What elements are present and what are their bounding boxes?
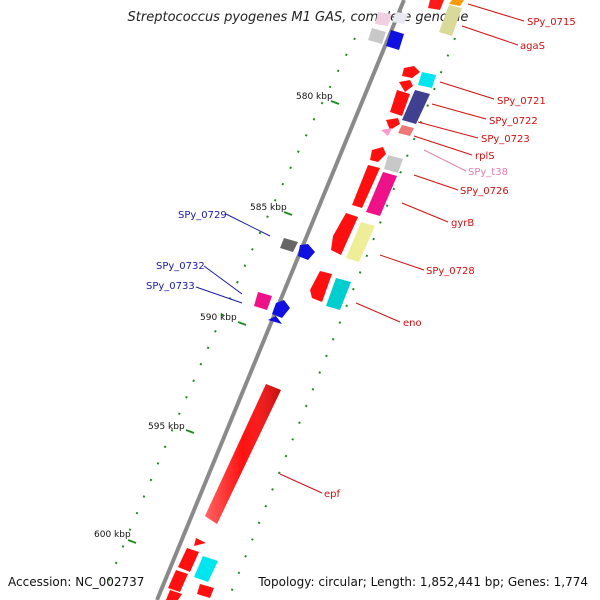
kbp-tick-label: 585 kbp	[250, 203, 287, 213]
gene-epf-shade	[205, 384, 281, 524]
gene-red-0721b[interactable]	[399, 80, 413, 92]
gene-spy0722[interactable]	[390, 90, 410, 116]
gene-gyrB-outer[interactable]	[366, 172, 397, 216]
gene-spy0729-blue[interactable]	[298, 244, 315, 260]
gene-grey-0726[interactable]	[384, 155, 403, 173]
connector	[413, 174, 459, 191]
gene-label-eno[interactable]: eno	[403, 318, 422, 329]
tick-tracks	[104, 37, 456, 596]
connector	[379, 254, 425, 271]
inner-tick-track	[104, 37, 356, 591]
label-connectors	[195, 3, 525, 494]
accession-text: Accession: NC_002737	[8, 575, 144, 589]
kbp-tick-mark	[330, 100, 340, 105]
gene-label-spy0732[interactable]: SPy_0732	[156, 261, 205, 272]
gene-bottom-cyan[interactable]	[194, 556, 218, 582]
connector	[401, 202, 449, 223]
connector	[439, 81, 495, 100]
gene-labels: SPy_0715 agaS SPy_0721 SPy_0722 SPy_0723…	[146, 17, 576, 500]
kbp-tick-label: 590 kbp	[200, 313, 237, 323]
gene-eno-red[interactable]	[310, 271, 332, 302]
gene-spy0715-orange[interactable]	[449, 0, 464, 6]
connector	[467, 3, 525, 22]
gene-spy0728-red[interactable]	[331, 213, 358, 255]
gene-agaS[interactable]	[439, 5, 462, 36]
gene-blue-top[interactable]	[386, 30, 404, 50]
connector	[225, 213, 271, 237]
gene-bottom-arrow-1[interactable]	[194, 538, 206, 546]
kbp-tick-585: 585 kbp	[250, 203, 293, 216]
gene-label-spy0721[interactable]: SPy_0721	[497, 96, 546, 107]
gene-label-spy-t38[interactable]: SPy_t38	[468, 167, 508, 178]
gene-gyrB-inner[interactable]	[352, 165, 380, 208]
gene-label-spy0723[interactable]: SPy_0723	[481, 134, 530, 145]
kbp-tick-label: 600 kbp	[94, 530, 131, 540]
gene-spy-t38[interactable]	[381, 128, 392, 136]
kbp-tick-580: 580 kbp	[296, 92, 340, 105]
gene-label-agaS[interactable]: agaS	[520, 41, 545, 52]
gene-label-spy0729[interactable]: SPy_0729	[178, 210, 227, 221]
connector	[279, 473, 323, 494]
map-title: Streptococcus pyogenes M1 GAS, complete …	[128, 10, 469, 25]
gene-label-spy0722[interactable]: SPy_0722	[489, 116, 538, 127]
gene-bottom-red-1[interactable]	[178, 548, 199, 572]
gene-rplS[interactable]	[398, 125, 414, 136]
gene-label-rplS[interactable]: rplS	[475, 151, 495, 162]
gene-spy0722-blue[interactable]	[402, 90, 430, 124]
gene-cyan-0721[interactable]	[418, 72, 436, 88]
kbp-tick-mark	[127, 539, 137, 544]
topology-text: Topology: circular; Length: 1,852,441 bp…	[257, 575, 588, 589]
gene-light-top[interactable]	[392, 12, 408, 24]
gene-label-spy0726[interactable]: SPy_0726	[460, 186, 509, 197]
kbp-tick-label: 580 kbp	[296, 92, 333, 102]
gene-spy0732-blue[interactable]	[272, 300, 290, 318]
connector	[423, 149, 467, 172]
gene-label-spy0728[interactable]: SPy_0728	[426, 266, 475, 277]
gene-pink-top[interactable]	[375, 12, 392, 26]
gene-label-spy0733[interactable]: SPy_0733	[146, 281, 195, 292]
gene-eno-cyan[interactable]	[326, 278, 351, 310]
gene-spy0728-yellow[interactable]	[346, 222, 375, 262]
gene-label-epf[interactable]: epf	[324, 489, 341, 500]
gene-spy0733-blue[interactable]	[268, 316, 282, 324]
kbp-tick-label: 595 kbp	[148, 422, 185, 432]
kbp-tick-mark	[237, 321, 247, 326]
connector	[431, 103, 487, 120]
kbp-tick-590: 590 kbp	[200, 313, 247, 326]
connector	[417, 121, 479, 139]
gene-bottom-red-4[interactable]	[197, 584, 214, 598]
outer-tick-track	[229, 37, 456, 596]
kbp-tick-595: 595 kbp	[148, 422, 195, 434]
gene-label-gyrB[interactable]: gyrB	[451, 218, 474, 229]
gene-spy0732-pink[interactable]	[254, 292, 272, 310]
kbp-tick-600: 600 kbp	[94, 530, 137, 544]
gene-features	[166, 0, 464, 600]
gene-spy0726-arrow[interactable]	[370, 147, 386, 162]
connector	[355, 302, 401, 323]
connector	[203, 265, 243, 295]
gene-bottom-red-3[interactable]	[166, 590, 182, 600]
kbp-tick-mark	[283, 211, 293, 216]
connector	[195, 286, 243, 304]
gene-spy0723[interactable]	[386, 118, 400, 130]
gene-grey-top[interactable]	[368, 28, 386, 44]
connector	[413, 135, 473, 156]
gene-spy0715[interactable]	[428, 0, 444, 10]
gene-spy0729-grey[interactable]	[280, 238, 298, 252]
gene-spy0721-arrow[interactable]	[402, 66, 420, 78]
kbp-tick-mark	[185, 429, 195, 434]
gene-bottom-red-2[interactable]	[168, 570, 188, 592]
kbp-ticks: 580 kbp 585 kbp 590 kbp 595 kbp 600 kbp	[94, 92, 340, 544]
connector	[461, 25, 519, 46]
gene-label-spy0715[interactable]: SPy_0715	[527, 17, 576, 28]
genome-backbone	[155, 0, 406, 600]
